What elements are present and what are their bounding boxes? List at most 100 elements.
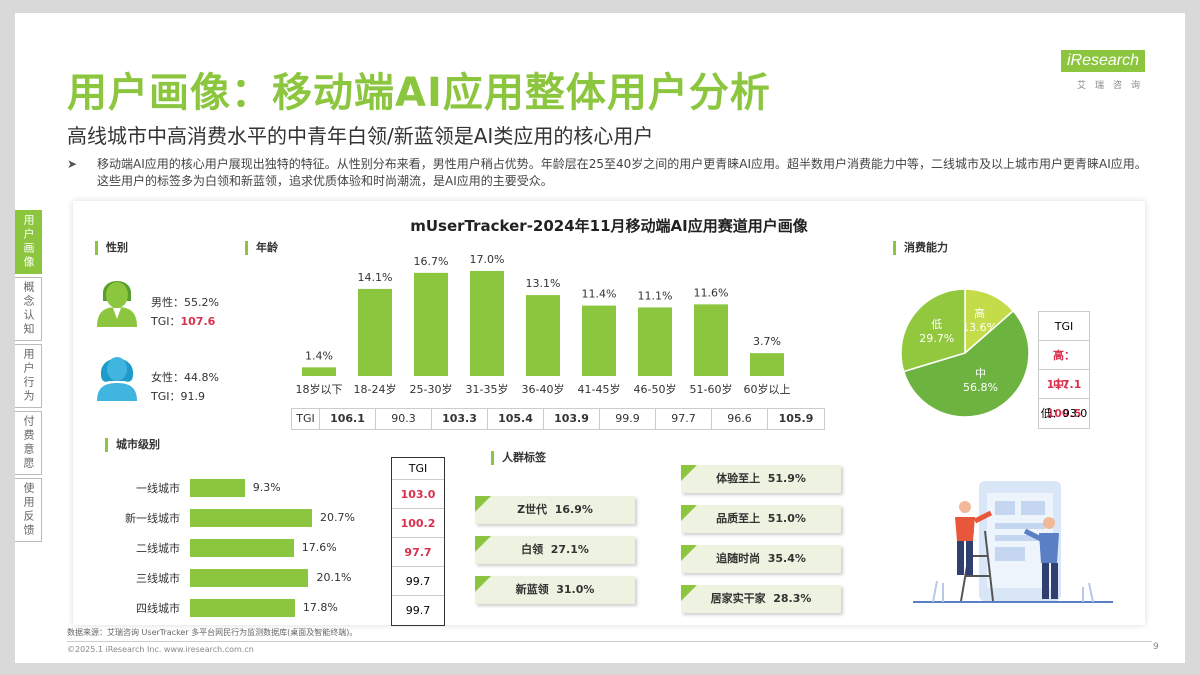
female-stat: 女性：44.8% TGI：91.9 — [151, 368, 219, 406]
pie-slice-label: 29.7% — [919, 332, 954, 345]
footer-source: 数据来源：艾瑞咨询 UserTracker 多平台网民行为监测数据库(桌面及智能… — [67, 628, 358, 637]
age-bar — [582, 305, 616, 376]
city-tgi-cell: 103.0 — [392, 480, 444, 509]
spending-tgi-cell: 低：93.0 — [1040, 407, 1088, 420]
male-tgi: 107.6 — [180, 315, 216, 328]
age-tgi-cell: 103.3 — [432, 409, 488, 429]
age-bar-label: 3.7% — [753, 335, 781, 348]
tag-value: 27.1% — [550, 543, 589, 556]
age-bar — [414, 272, 448, 376]
tag-name: 追随时尚 — [716, 552, 761, 565]
city-section-label: 城市级别 — [105, 438, 160, 452]
city-bar — [190, 599, 295, 617]
city-bar-label: 20.1% — [316, 571, 352, 584]
age-bar-label: 11.1% — [638, 289, 673, 302]
tag-value: 51.0% — [767, 512, 806, 525]
city-category-label: 二线城市 — [136, 542, 180, 555]
age-category-label: 18-24岁 — [353, 383, 397, 396]
age-bar-label: 13.1% — [526, 277, 561, 290]
spending-tgi-table: TGI 高：117.1 中：100.5 低：93.0 — [1038, 311, 1090, 429]
logo-cn: 艾瑞咨询 — [1077, 81, 1150, 91]
age-section-label: 年龄 — [245, 241, 278, 255]
spending-tgi-cell: 中：100.5 — [1039, 370, 1089, 420]
tag-corner — [475, 496, 491, 512]
section-nav: 用户画像 概念认知 用户行为 付费意愿 使用反馈 — [15, 210, 46, 545]
page-title: 用户画像：移动端AI应用整体用户分析 — [67, 70, 771, 116]
age-category-label: 41-45岁 — [577, 383, 621, 396]
nav-item-concept[interactable]: 概念认知 — [15, 277, 42, 341]
age-tgi-row: TGI 106.1 90.3 103.3 105.4 103.9 99.9 97.7 96.6 1… — [291, 408, 825, 430]
tag-value: 16.9% — [554, 503, 593, 516]
tag-card: 白领 27.1% — [475, 536, 635, 564]
age-tgi-cell: 96.6 — [712, 409, 768, 429]
nav-item-feedback[interactable]: 使用反馈 — [15, 478, 42, 542]
female-tgi-label: TGI： — [151, 390, 181, 403]
pie-slice — [900, 288, 966, 373]
nav-item-behavior[interactable]: 用户行为 — [15, 344, 42, 408]
team-illustration — [913, 481, 1113, 603]
city-bar — [190, 539, 294, 557]
female-tgi: 91.9 — [180, 390, 206, 403]
age-bar — [470, 271, 504, 376]
tag-card: 体验至上 51.9% — [681, 465, 841, 493]
tag-corner — [475, 576, 491, 592]
tag-value: 28.3% — [773, 592, 812, 605]
pie-slice-name: 中 — [975, 367, 986, 380]
city-category-label: 一线城市 — [136, 482, 180, 495]
slide: 用户画像：移动端AI应用整体用户分析 高线城市中高消费水平的中青年白领/新蓝领是… — [15, 13, 1185, 663]
age-bar-chart: 1.4% 14.1% 16.7% 17.0% 13.1% 11.4% 11.1% 11.6% 3… — [302, 253, 784, 376]
age-bar — [638, 307, 672, 376]
age-tgi-cell: 90.3 — [376, 409, 432, 429]
city-category-label: 三线城市 — [136, 572, 180, 585]
tag-value: 35.4% — [767, 552, 806, 565]
city-tgi-cell: 97.7 — [392, 538, 444, 567]
spending-tgi-header: TGI — [1039, 312, 1089, 341]
age-bar-label: 1.4% — [305, 349, 333, 362]
page-number: 9 — [1153, 642, 1159, 652]
age-tgi-cell: 106.1 — [320, 409, 376, 429]
age-tgi-label: TGI — [292, 409, 320, 429]
nav-item-payment[interactable]: 付费意愿 — [15, 411, 42, 475]
tag-card: 追随时尚 35.4% — [681, 545, 841, 573]
pie-slice — [902, 309, 1030, 418]
female-icon — [95, 345, 139, 405]
age-bar — [750, 353, 784, 376]
iresearch-logo: iResearch 艾瑞咨询 — [1061, 50, 1161, 92]
tag-corner — [681, 465, 697, 481]
tag-corner — [681, 585, 697, 601]
chart-title: mUserTracker-2024年11月移动端AI应用赛道用户画像 — [410, 217, 808, 235]
city-bar — [190, 479, 245, 497]
gender-section-label: 性别 — [95, 241, 128, 255]
tag-card: 新蓝领 31.0% — [475, 576, 635, 604]
tag-corner — [681, 545, 697, 561]
logo-brand: iResearch — [1061, 50, 1146, 72]
tag-card: Z世代 16.9% — [475, 496, 635, 524]
tag-spacer — [760, 472, 768, 485]
age-category-label: 46-50岁 — [633, 383, 677, 396]
age-bar-label: 17.0% — [470, 253, 505, 266]
pie-slice-label: 13.6% — [962, 321, 997, 334]
tag-name: 体验至上 — [716, 472, 761, 485]
age-bar-label: 14.1% — [358, 271, 393, 284]
footer-divider — [67, 641, 1152, 642]
pie-slice-label: 56.8% — [963, 381, 998, 394]
age-category-label: 18岁以下 — [295, 383, 343, 396]
age-category-label: 60岁以上 — [743, 383, 791, 396]
tag-name: Z世代 — [517, 503, 548, 516]
city-tgi-cell: 99.7 — [405, 604, 431, 617]
city-tgi-cell: 99.7 — [392, 567, 444, 596]
city-bar — [190, 509, 312, 527]
male-stat: 男性：55.2% TGI：107.6 — [151, 293, 219, 331]
city-bar-label: 17.6% — [301, 541, 337, 554]
age-tgi-cell: 103.9 — [544, 409, 600, 429]
city-bar-label: 20.7% — [320, 511, 355, 524]
spending-pie-chart: 高13.6% 中56.8% 低29.7% — [900, 288, 1030, 418]
footer-copyright: ©2025.1 iResearch Inc. www.iresearch.com… — [67, 645, 254, 654]
age-bar — [302, 367, 336, 376]
age-bar — [526, 295, 560, 376]
male-label: 男性： — [151, 296, 184, 309]
nav-item-user-profile[interactable]: 用户画像 — [15, 210, 42, 274]
city-category-label: 新一线城市 — [125, 512, 180, 525]
tag-card: 品质至上 51.0% — [681, 505, 841, 533]
age-category-label: 31-35岁 — [465, 383, 509, 396]
